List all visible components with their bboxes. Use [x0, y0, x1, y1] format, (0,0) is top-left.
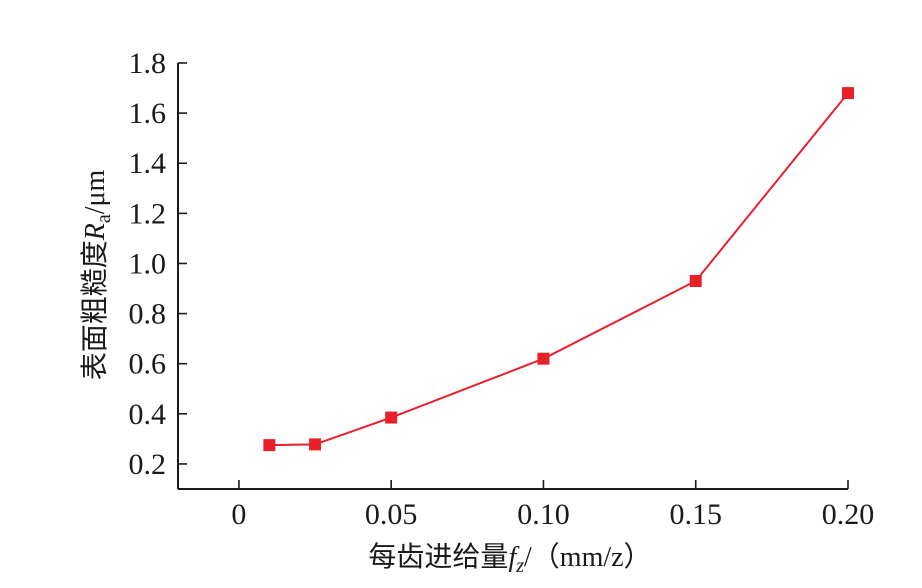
series-line — [269, 92, 849, 447]
data-point — [263, 439, 276, 452]
x-axis-title-suffix: /（mm/z） — [524, 541, 652, 573]
y-tick-label: 0.2 — [129, 448, 167, 481]
y-tick-label: 0.4 — [129, 398, 167, 431]
y-tick-label: 1.0 — [129, 247, 167, 280]
x-axis-title-sub: z — [515, 555, 524, 577]
series — [263, 87, 854, 452]
x-tick-label: 0.05 — [365, 498, 418, 531]
x-tick-label: 0.20 — [822, 498, 875, 531]
y-axis-title: 表面粗糙度Ra/μm — [78, 169, 115, 380]
y-tick-label: 1.2 — [129, 197, 167, 230]
data-point — [385, 411, 398, 424]
y-tick-label: 1.8 — [129, 47, 167, 80]
x-axis-title-var: f — [508, 542, 519, 573]
y-tick-label: 1.6 — [129, 97, 167, 130]
x-tick-label: 0.15 — [669, 498, 722, 531]
x-axis-title-prefix: 每齿进给量 — [368, 540, 508, 573]
x-tick-label: 0 — [231, 498, 246, 531]
y-tick-label: 0.8 — [129, 298, 167, 331]
tick-marks — [178, 62, 849, 489]
data-point — [537, 352, 550, 365]
y-axis-title-prefix: 表面粗糙度 — [78, 240, 111, 380]
y-axis-title-var: R — [80, 223, 111, 241]
axes — [177, 63, 848, 490]
data-point — [842, 87, 854, 100]
data-point — [309, 438, 322, 451]
x-tick-label: 0.10 — [517, 498, 570, 531]
tick-labels: 0.2 0.4 0.6 0.8 1.0 1.2 1.4 1.6 1.8 0 0.05 0.10 0.15… — [129, 47, 875, 531]
y-axis-title-sub: a — [93, 214, 115, 223]
y-axis-title-suffix: /μm — [80, 169, 111, 214]
data-point — [689, 275, 702, 288]
y-tick-label: 0.6 — [129, 348, 167, 381]
y-tick-label: 1.4 — [129, 147, 167, 180]
x-axis-title: 每齿进给量fz/（mm/z） — [368, 540, 651, 577]
